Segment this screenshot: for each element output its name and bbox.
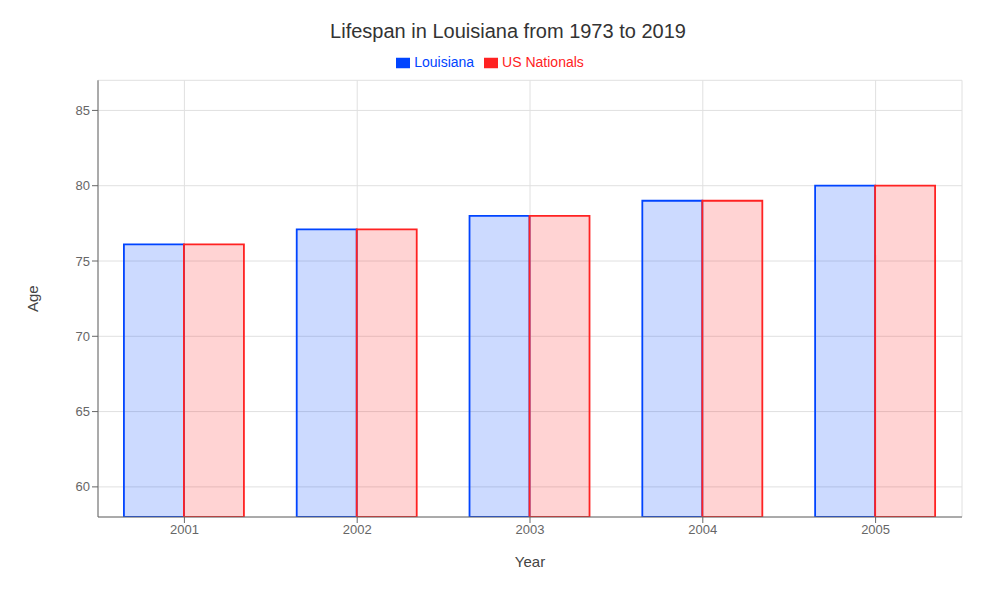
svg-text:2001: 2001 — [170, 522, 199, 537]
svg-text:2002: 2002 — [343, 522, 372, 537]
svg-text:75: 75 — [76, 254, 90, 269]
svg-text:2005: 2005 — [861, 522, 890, 537]
html-text:Louisiana: Louisiana — [414, 54, 475, 70]
svg-text:60: 60 — [76, 479, 90, 494]
html-text:Lifespan in Louisiana from 197: Lifespan in Louisiana from 1973 to 2019 — [330, 20, 686, 42]
svg-text:85: 85 — [76, 103, 90, 118]
svg-text:Year: Year — [515, 553, 545, 570]
svg-text:Age: Age — [24, 285, 41, 312]
svg-text:70: 70 — [76, 329, 90, 344]
svg-text:80: 80 — [76, 178, 90, 193]
svg-text:2004: 2004 — [688, 522, 717, 537]
svg-text:65: 65 — [76, 404, 90, 419]
svg-text:2003: 2003 — [516, 522, 545, 537]
html-text:US Nationals: US Nationals — [502, 54, 584, 70]
